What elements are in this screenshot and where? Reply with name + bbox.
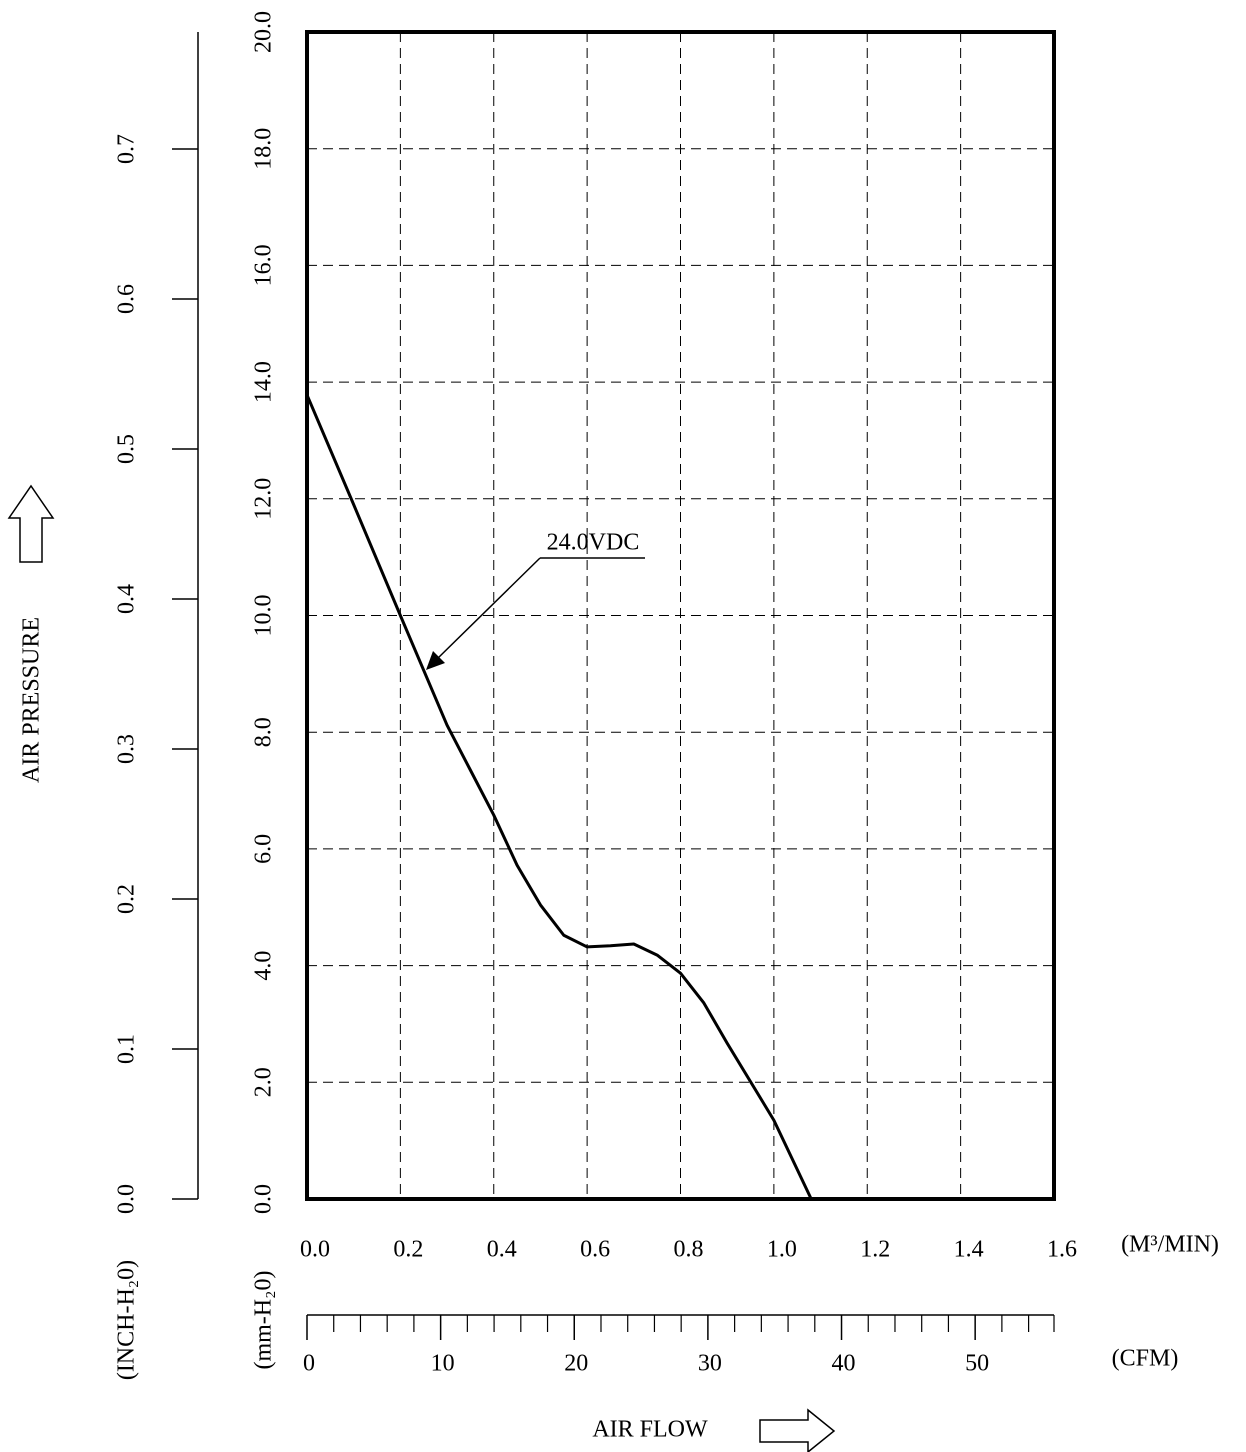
x-tick-label: 1.0 [767,1237,797,1263]
x2-tick-label: 0 [303,1351,315,1377]
y2-tick-label: 0.5 [114,434,140,464]
y-tick-label: 8.0 [251,717,277,747]
x-unit: (M³/MIN) [1121,1232,1219,1258]
curve [305,394,813,1200]
y-tick-label: 12.0 [251,478,277,520]
y2-tick-label: 0.7 [114,134,140,164]
y-tick-label: 16.0 [251,244,277,286]
up-arrow [7,484,55,563]
x2-unit: (CFM) [1112,1346,1179,1372]
x-tick-label: 0.0 [300,1237,330,1263]
y-tick-label: 18.0 [251,128,277,170]
x2-tick-label: 50 [965,1351,989,1377]
x2-tick-label: 10 [431,1351,455,1377]
y2-tick-label: 0.4 [114,584,140,614]
y-axis-label: AIR PRESSURE [19,617,45,783]
y2-tick-label: 0.1 [114,1034,140,1064]
y-tick-label: 6.0 [251,834,277,864]
y-tick-label: 0.0 [251,1184,277,1214]
x-tick-label: 0.6 [580,1237,610,1263]
y-tick-label: 20.0 [251,11,277,53]
x-tick-label: 0.4 [487,1237,517,1263]
y-tick-label: 10.0 [251,595,277,637]
y2-tick-label: 0.2 [114,884,140,914]
y2-tick-label: 0.3 [114,734,140,764]
x2-tick-label: 20 [564,1351,588,1377]
x-tick-label: 1.4 [954,1237,984,1263]
x-tick-label: 1.6 [1047,1237,1077,1263]
x-axis-label: AIR FLOW [592,1417,708,1443]
y2-tick-label: 0.6 [114,284,140,314]
x2-tick-label: 30 [698,1351,722,1377]
plot-frame [305,30,1056,1201]
y2-tick-label: 0.0 [114,1184,140,1214]
x-tick-label: 0.2 [393,1237,423,1263]
y-unit: (mm-H₂0) [251,1270,277,1369]
y-tick-label: 4.0 [251,951,277,981]
y-tick-label: 2.0 [251,1067,277,1097]
curve-label: 24.0VDC [547,530,640,556]
right-arrow [759,1408,836,1452]
y-tick-label: 14.0 [251,361,277,403]
x-tick-label: 1.2 [860,1237,890,1263]
x-tick-label: 0.8 [674,1237,704,1263]
leader-arrowhead [426,651,445,670]
y2-unit: (INCH-H₂0) [114,1260,140,1380]
x2-tick-label: 40 [832,1351,856,1377]
leader-line [435,557,541,661]
